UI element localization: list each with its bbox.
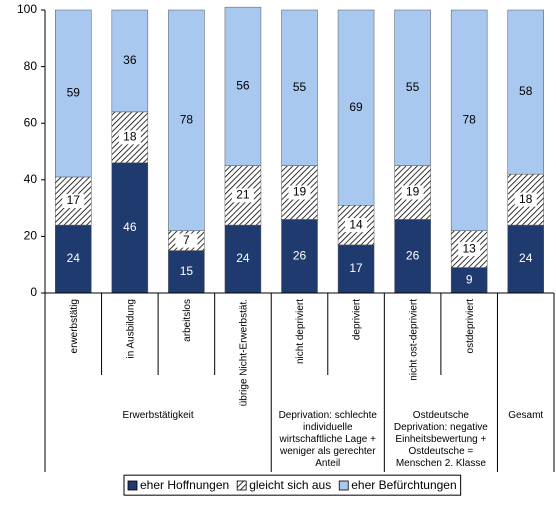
- y-tick-label: 40: [24, 172, 38, 186]
- x-tick-label: depriviert: [352, 299, 363, 340]
- bar-segment: [450, 9, 488, 231]
- label-box: [401, 185, 424, 200]
- bar-segment: [450, 267, 488, 294]
- value-label: 78: [180, 113, 194, 127]
- group-label: Gesamt: [508, 410, 544, 421]
- value-label: 14: [349, 217, 363, 231]
- label-box: [514, 192, 537, 207]
- x-tick-label: in Ausbildung: [125, 299, 136, 359]
- x-tick-label: erwerbstätig: [69, 299, 80, 353]
- value-label: 24: [236, 251, 250, 265]
- value-label: 19: [293, 185, 307, 199]
- bar-segment: [507, 9, 544, 175]
- group-label-box: Erwerbstätigkeit: [122, 410, 194, 421]
- value-label: 19: [406, 185, 420, 199]
- value-label: 18: [123, 130, 137, 144]
- label-box: [62, 194, 85, 209]
- value-label: 59: [67, 86, 81, 100]
- value-label: 7: [183, 233, 190, 247]
- label-box: [345, 218, 368, 233]
- bar-segment: [394, 219, 431, 294]
- x-tick-label: ostdepriviert: [465, 299, 476, 354]
- y-tick-label: 100: [17, 2, 37, 16]
- bar-segment: [337, 244, 375, 294]
- value-label: 13: [462, 241, 476, 255]
- legend-label: gleicht sich aus: [249, 478, 331, 492]
- bar-segment: [507, 224, 544, 294]
- x-tick-label: nicht depriviert: [295, 299, 306, 364]
- value-label: 17: [349, 261, 363, 275]
- bar-segment: [281, 219, 318, 294]
- value-label: 36: [123, 53, 137, 67]
- value-label: 69: [349, 100, 363, 114]
- value-label: 24: [519, 251, 533, 265]
- value-label: 78: [462, 113, 476, 127]
- value-label: 17: [67, 193, 81, 207]
- x-tick-label: übrige Nicht-Erwerbstät.: [239, 299, 250, 406]
- value-label: 26: [293, 248, 307, 262]
- label-box: [118, 130, 141, 145]
- label-box: [288, 185, 311, 200]
- bar-segment: [111, 9, 149, 113]
- label-box: [175, 233, 198, 248]
- legend-label: eher Hoffnungen: [140, 478, 229, 492]
- label-box: [458, 242, 481, 257]
- value-label: 56: [236, 79, 250, 93]
- legend: eher Hoffnungen gleicht sich aus eher Befü…: [127, 478, 457, 492]
- value-label: 21: [236, 188, 250, 202]
- group-label-box: Deprivation: schlechte individuelle wirt…: [278, 410, 377, 469]
- bar-segment: [55, 9, 92, 178]
- group-label: Ostdeutsche Deprivation: negative Einhei…: [393, 410, 488, 469]
- value-label: 26: [406, 248, 420, 262]
- value-label: 58: [519, 84, 533, 98]
- group-label-box: Ostdeutsche Deprivation: negative Einhei…: [393, 410, 488, 469]
- bar-segment: [168, 250, 205, 294]
- value-label: 46: [123, 220, 137, 234]
- value-label: 55: [293, 80, 307, 94]
- group-label: Erwerbstätigkeit: [122, 410, 194, 421]
- group-label-box: Gesamt: [508, 410, 544, 421]
- bar-segment: [394, 9, 431, 166]
- y-tick-label: 80: [24, 59, 38, 73]
- group-label: Deprivation: schlechte individuelle wirt…: [278, 410, 377, 469]
- bar-segment: [224, 224, 262, 294]
- value-label: 15: [180, 264, 194, 278]
- legend-frame: [123, 474, 462, 496]
- y-tick-label: 0: [30, 285, 37, 299]
- legend-swatch: [236, 480, 247, 491]
- value-label: 24: [67, 251, 81, 265]
- x-tick-label: arbeitslos: [182, 299, 193, 342]
- y-tick-label: 60: [24, 115, 38, 129]
- y-tick-label: 20: [24, 229, 38, 243]
- legend-label: eher Befürchtungen: [351, 478, 456, 492]
- legend-swatch: [338, 480, 349, 491]
- bar-segment: [337, 9, 375, 206]
- bar-segment: [168, 9, 205, 231]
- value-label: 55: [406, 80, 420, 94]
- label-box: [231, 188, 254, 203]
- value-label: 9: [466, 272, 473, 286]
- legend-swatch: [127, 480, 138, 491]
- bar-segment: [281, 9, 318, 166]
- value-label: 18: [519, 192, 533, 206]
- x-tick-label: nicht ost-depriviert: [408, 299, 419, 381]
- bar-segment: [224, 6, 262, 166]
